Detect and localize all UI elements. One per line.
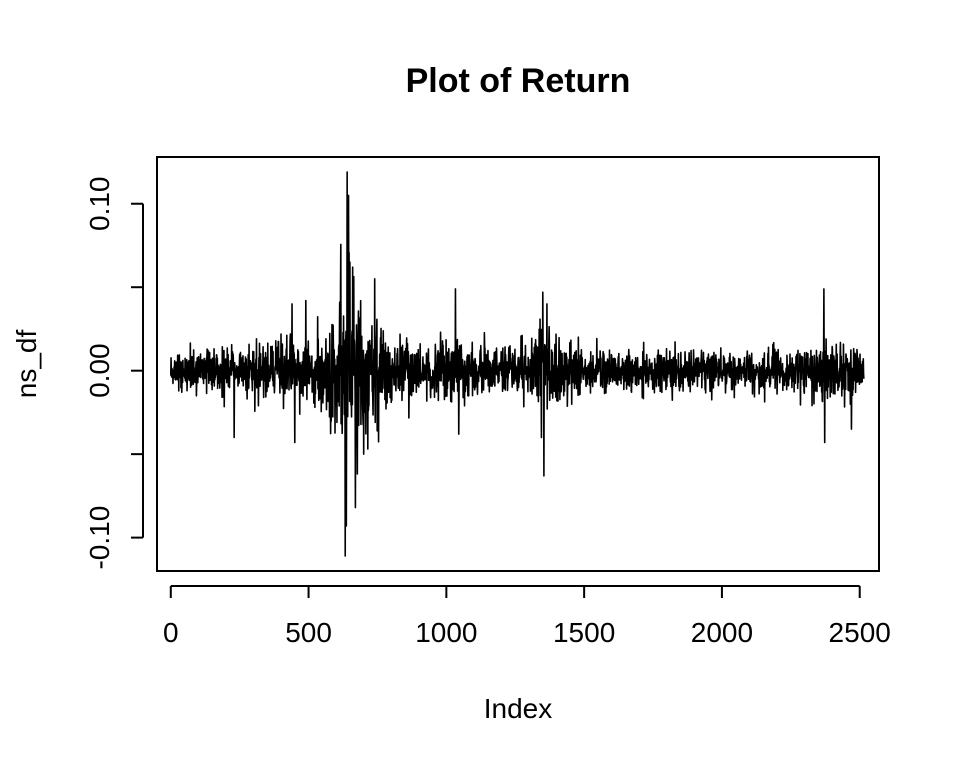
y-tick-label: 0.00 [84,343,115,398]
x-tick-label: 2500 [829,617,891,648]
series-layer [169,171,865,557]
y-tick-label: -0.10 [84,506,115,570]
y-axis: -0.10 0.00 0.10 [84,176,144,570]
y-tick-label: 0.10 [84,176,115,231]
x-tick-label: 1500 [553,617,615,648]
plot-frame [156,156,880,572]
x-tick-label: 1000 [415,617,477,648]
chart-title: Plot of Return [406,62,631,100]
x-axis: 0 500 1000 1500 2000 2500 [163,585,891,648]
return-series-line [169,171,865,557]
x-axis-label: Index [484,693,553,724]
x-tick-label: 500 [285,617,332,648]
x-tick-label: 2000 [691,617,753,648]
y-axis-label: ns_df [11,330,42,399]
x-tick-label: 0 [163,617,179,648]
